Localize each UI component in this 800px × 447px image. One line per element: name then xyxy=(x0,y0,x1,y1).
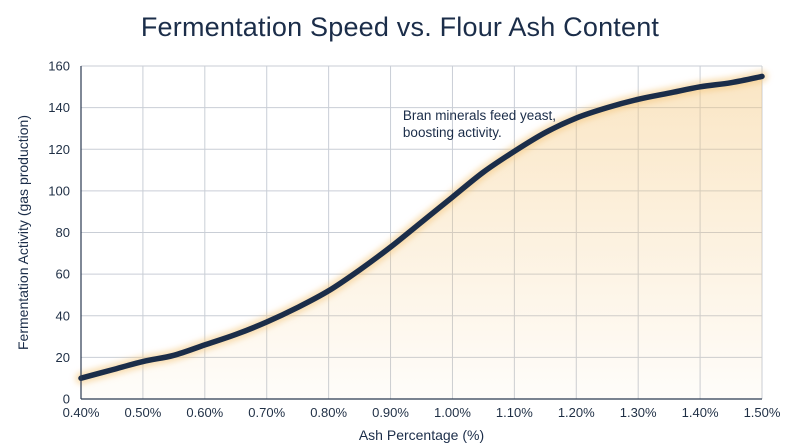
x-tick-label: 1.20% xyxy=(558,405,595,420)
x-tick-label: 0.80% xyxy=(310,405,347,420)
area-fill-path xyxy=(81,76,762,399)
x-tick-label: 0.90% xyxy=(372,405,409,420)
series-line-group xyxy=(75,70,768,385)
annotation-text: Bran minerals feed yeast, boosting activi… xyxy=(403,108,556,140)
x-axis-title: Ash Percentage (%) xyxy=(359,427,484,443)
y-tick-label: 20 xyxy=(56,350,70,365)
x-tick-label: 0.70% xyxy=(248,405,285,420)
x-tick-label: 1.30% xyxy=(620,405,657,420)
annotation: Bran minerals feed yeast, boosting activi… xyxy=(403,108,556,140)
x-tick-label: 0.40% xyxy=(63,405,100,420)
annotation-line: Bran minerals feed yeast, xyxy=(403,108,556,123)
y-tick-label: 140 xyxy=(48,100,70,115)
x-tick-label: 1.50% xyxy=(744,405,781,420)
y-tick-label: 100 xyxy=(48,183,70,198)
y-tick-label: 120 xyxy=(48,142,70,157)
x-tick-label: 1.40% xyxy=(682,405,719,420)
axes: 0.40% 0.50% 0.60% 0.70% 0.80% 0.90% 1.00% 1.10%… xyxy=(48,59,781,421)
y-tick-label: 60 xyxy=(56,267,70,282)
area-fill xyxy=(81,76,762,399)
y-tick-label: 80 xyxy=(56,225,70,240)
y-tick-label: 40 xyxy=(56,308,70,323)
x-tick-label: 0.50% xyxy=(124,405,161,420)
y-tick-label: 160 xyxy=(48,59,70,74)
annotation-line: boosting activity. xyxy=(403,125,502,140)
y-axis-title: Fermentation Activity (gas production) xyxy=(15,115,31,350)
x-tick-label: 1.00% xyxy=(434,405,471,420)
x-tick-label: 0.60% xyxy=(186,405,223,420)
series-line xyxy=(78,73,765,381)
chart-title: Fermentation Speed vs. Flour Ash Content xyxy=(140,12,660,42)
y-tick-label: 0 xyxy=(63,392,70,407)
x-tick-label: 1.10% xyxy=(496,405,533,420)
